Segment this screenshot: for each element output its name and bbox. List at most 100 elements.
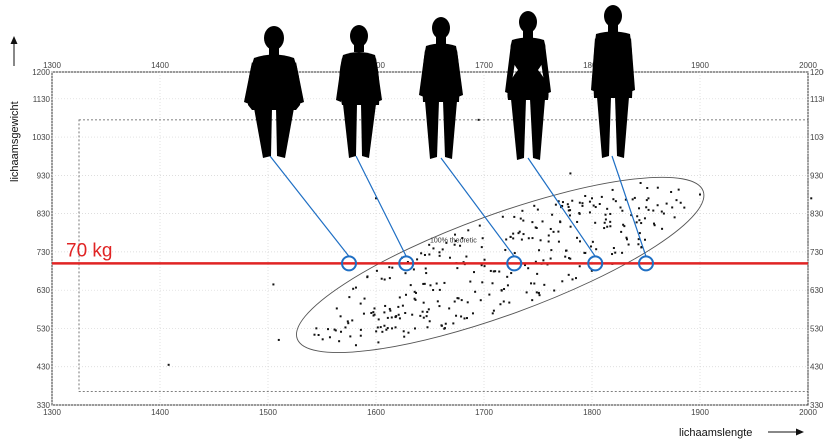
x-tick-label-bottom: 1700 bbox=[475, 408, 493, 417]
data-point bbox=[510, 272, 513, 275]
data-point bbox=[402, 330, 405, 333]
data-point bbox=[391, 327, 394, 330]
y-tick-label-left: 330 bbox=[37, 401, 51, 410]
data-point bbox=[506, 275, 509, 278]
data-point bbox=[662, 212, 665, 215]
data-point bbox=[412, 268, 415, 271]
data-point bbox=[567, 209, 570, 212]
data-point bbox=[424, 267, 427, 270]
data-point bbox=[645, 206, 648, 209]
data-point bbox=[530, 282, 533, 285]
data-point bbox=[603, 227, 606, 230]
y-tick-label-right: 630 bbox=[810, 286, 824, 295]
data-point bbox=[429, 284, 432, 287]
data-point bbox=[461, 237, 464, 240]
data-point bbox=[589, 245, 592, 248]
data-point bbox=[390, 316, 393, 319]
data-point bbox=[571, 278, 574, 281]
data-point bbox=[661, 227, 664, 230]
y-tick-label-right: 430 bbox=[810, 363, 824, 372]
data-point bbox=[398, 296, 401, 299]
data-point bbox=[328, 336, 331, 339]
data-point bbox=[315, 327, 318, 330]
data-point bbox=[454, 233, 457, 236]
data-point bbox=[401, 304, 404, 307]
data-point bbox=[359, 328, 362, 331]
data-point bbox=[354, 286, 357, 289]
data-point bbox=[619, 206, 622, 209]
data-point bbox=[539, 239, 542, 242]
data-point bbox=[394, 326, 397, 329]
data-point bbox=[386, 327, 389, 330]
data-point bbox=[550, 249, 553, 252]
data-point bbox=[522, 233, 525, 236]
data-point bbox=[404, 293, 407, 296]
data-point bbox=[581, 202, 584, 205]
data-point bbox=[576, 236, 579, 239]
outlier-point bbox=[569, 172, 572, 175]
data-point bbox=[372, 311, 375, 314]
data-point bbox=[373, 313, 376, 316]
data-point bbox=[404, 311, 407, 314]
marker-layer bbox=[341, 255, 654, 272]
y-tick-label-left: 730 bbox=[37, 248, 51, 257]
data-point bbox=[679, 201, 682, 204]
data-point bbox=[492, 309, 495, 312]
data-point bbox=[683, 206, 686, 209]
data-point bbox=[453, 243, 456, 246]
y-tick-label-left: 630 bbox=[37, 286, 51, 295]
reference-line-label: 70 kg bbox=[66, 240, 112, 261]
data-point bbox=[567, 273, 570, 276]
data-point bbox=[383, 324, 386, 327]
data-point bbox=[677, 188, 680, 191]
data-point bbox=[612, 247, 615, 250]
tick-label-layer: 1300 1400 1500 1600 1700 1800 1900 2000 1300 1400… bbox=[32, 61, 824, 417]
data-point bbox=[552, 230, 555, 233]
data-point bbox=[638, 219, 641, 222]
y-tick-label-right: 830 bbox=[810, 210, 824, 219]
data-point bbox=[535, 291, 538, 294]
x-tick-label-top: 1800 bbox=[583, 61, 601, 70]
connector-line bbox=[527, 157, 596, 257]
data-point bbox=[519, 217, 522, 220]
data-point bbox=[317, 334, 320, 337]
data-point bbox=[578, 201, 581, 204]
data-point bbox=[621, 251, 624, 254]
y-axis-title: lichaamsgewicht bbox=[9, 101, 21, 182]
data-point bbox=[448, 256, 451, 259]
data-point bbox=[366, 275, 369, 278]
data-point bbox=[398, 317, 401, 320]
data-point bbox=[388, 266, 391, 269]
y-tick-label-right: 1030 bbox=[810, 133, 824, 142]
data-point bbox=[547, 240, 550, 243]
silhouettes bbox=[244, 5, 635, 160]
data-point bbox=[565, 249, 568, 252]
x-tick-label-top: 1300 bbox=[43, 61, 61, 70]
data-point bbox=[483, 258, 486, 261]
data-point bbox=[531, 299, 534, 302]
data-point bbox=[321, 338, 324, 341]
data-point bbox=[372, 314, 375, 317]
outlier-point bbox=[375, 197, 377, 200]
data-point bbox=[604, 218, 607, 221]
data-point bbox=[428, 243, 431, 246]
data-point bbox=[567, 205, 570, 208]
data-point bbox=[327, 328, 330, 331]
data-point bbox=[375, 330, 378, 333]
y-tick-label-right: 730 bbox=[810, 248, 824, 257]
data-point bbox=[647, 208, 650, 211]
data-point bbox=[561, 204, 564, 207]
highlight-marker bbox=[341, 255, 357, 272]
data-point bbox=[569, 209, 572, 212]
data-point bbox=[463, 317, 466, 320]
data-point bbox=[500, 289, 503, 292]
data-point bbox=[362, 312, 365, 315]
data-point bbox=[377, 341, 380, 344]
x-tick-label-bottom: 1600 bbox=[367, 408, 385, 417]
data-point bbox=[527, 237, 530, 240]
data-point bbox=[656, 186, 659, 189]
data-point bbox=[627, 243, 630, 246]
data-point bbox=[313, 333, 316, 336]
data-point bbox=[611, 253, 614, 256]
data-point bbox=[571, 199, 574, 202]
